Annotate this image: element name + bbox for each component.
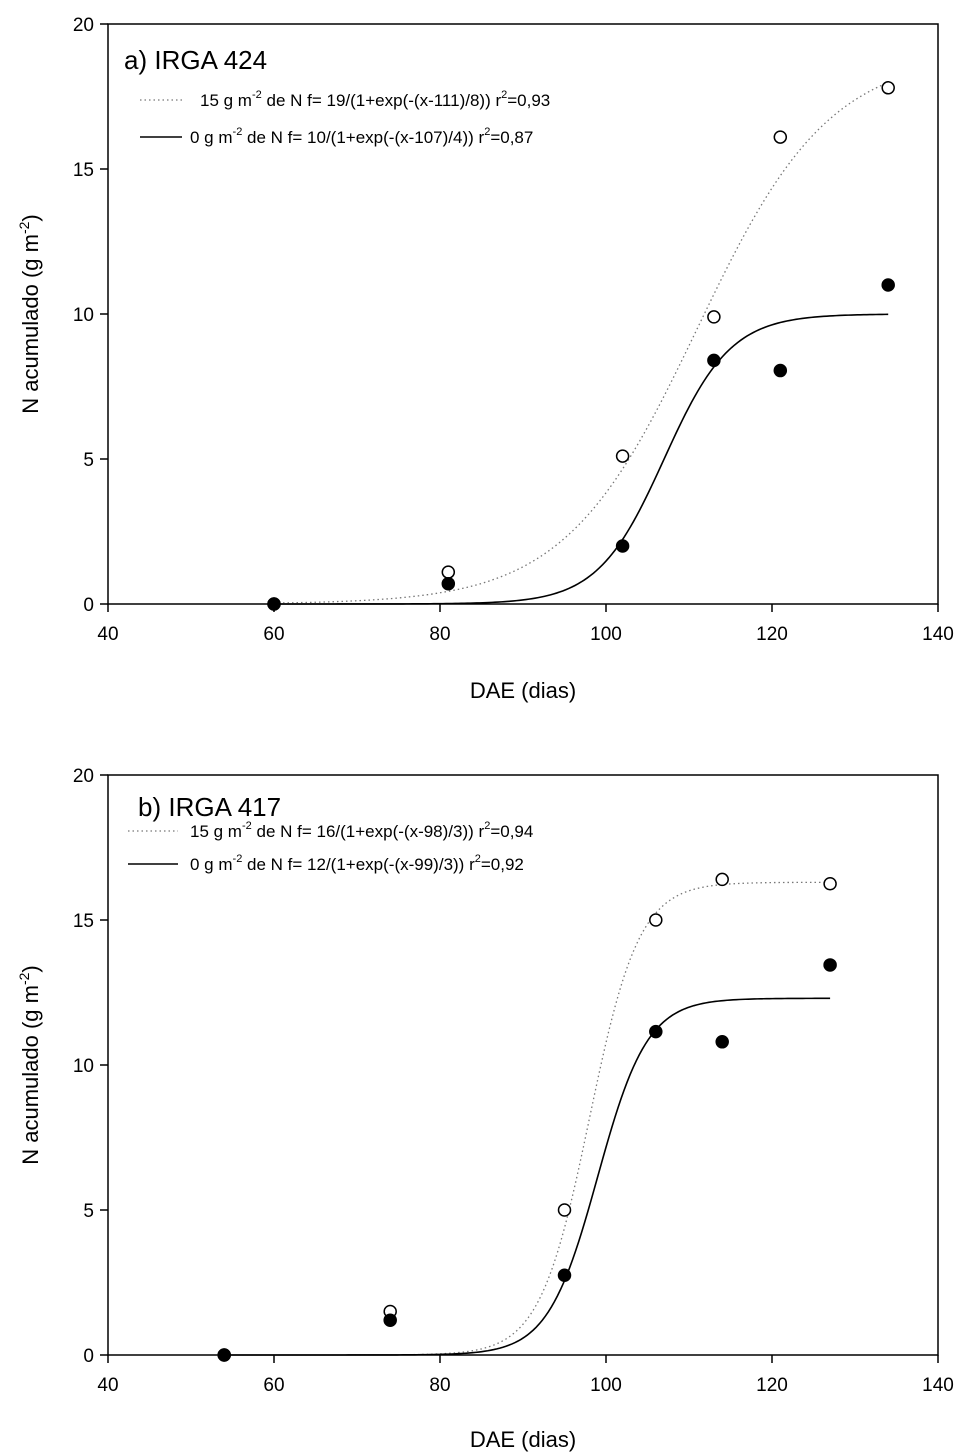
fit-curve-15n [273,81,889,604]
data-point-0n [441,576,456,591]
fit-curve-0n [224,997,831,1356]
x-axis-title: DAE (dias) [470,678,576,703]
x-tick-label: 40 [97,624,118,645]
y-tick-label: 10 [73,305,94,326]
data-point-0n [881,278,895,292]
x-tick-label: 80 [429,624,450,645]
data-point-0n [615,539,630,553]
data-point-0n [217,1348,231,1362]
data-point-0n [823,958,837,972]
panel-title: a) IRGA 424 [124,45,267,75]
data-point-15n [615,449,630,463]
x-tick-label: 40 [97,1375,118,1396]
x-tick-label: 60 [263,624,284,645]
x-tick-label: 80 [429,1375,450,1396]
data-point-15n [557,1203,572,1217]
data-point-0n [557,1268,572,1282]
data-point-0n [773,363,788,378]
data-point-0n [383,1313,397,1327]
data-point-15n [773,130,788,144]
x-tick-label: 120 [756,1375,788,1396]
y-tick-label: 0 [83,1346,94,1367]
x-tick-label: 140 [922,624,954,645]
y-tick-label: 0 [83,595,94,616]
x-tick-label: 100 [590,624,622,645]
fit-curve-0n [274,313,889,605]
x-axis-title: DAE (dias) [470,1427,576,1452]
data-point-0n [707,353,721,368]
x-tick-label: 100 [590,1375,622,1396]
data-point-15n [715,872,729,887]
fit-curve-15n [224,881,831,1356]
y-axis-title: N acumulado (g m-2) [16,965,43,1165]
data-point-15n [823,877,837,891]
data-point-15n [649,913,663,927]
x-tick-label: 140 [922,1375,954,1396]
legend-label: 15 g m-2 de N f= 16/(1+exp(-(x-98)/3)) r… [190,820,533,841]
data-point-15n [441,565,456,579]
x-tick-label: 120 [756,624,788,645]
y-tick-label: 5 [83,450,94,471]
data-point-0n [715,1035,729,1049]
data-point-15n [707,310,721,324]
plot-frame [107,23,939,605]
panel-a: 40 60 80 100 120 140 0 5 10 15 20 DAE (dias) N acumu… [16,15,954,703]
y-axis-title: N acumulado (g m-2) [16,214,43,414]
legend-label: 0 g m-2 de N f= 10/(1+exp(-(x-107)/4)) r… [190,126,533,147]
legend-label: 0 g m-2 de N f= 12/(1+exp(-(x-99)/3)) r2… [190,853,524,874]
y-tick-label: 5 [83,1201,94,1222]
data-point-0n [649,1024,663,1039]
y-tick-label: 20 [73,15,94,36]
data-point-15n [881,81,895,95]
y-tick-label: 10 [73,1056,94,1077]
data-point-0n [267,597,281,611]
y-tick-label: 20 [73,766,94,787]
panel-b: 40 60 80 100 120 140 0 5 10 15 20 DAE (dias) N acumu… [16,766,954,1452]
panel-title: b) IRGA 417 [138,792,281,822]
x-tick-label: 60 [263,1375,284,1396]
y-tick-label: 15 [73,911,94,932]
legend-label: 15 g m-2 de N f= 19/(1+exp(-(x-111)/8)) … [200,89,550,110]
y-tick-label: 15 [73,160,94,181]
